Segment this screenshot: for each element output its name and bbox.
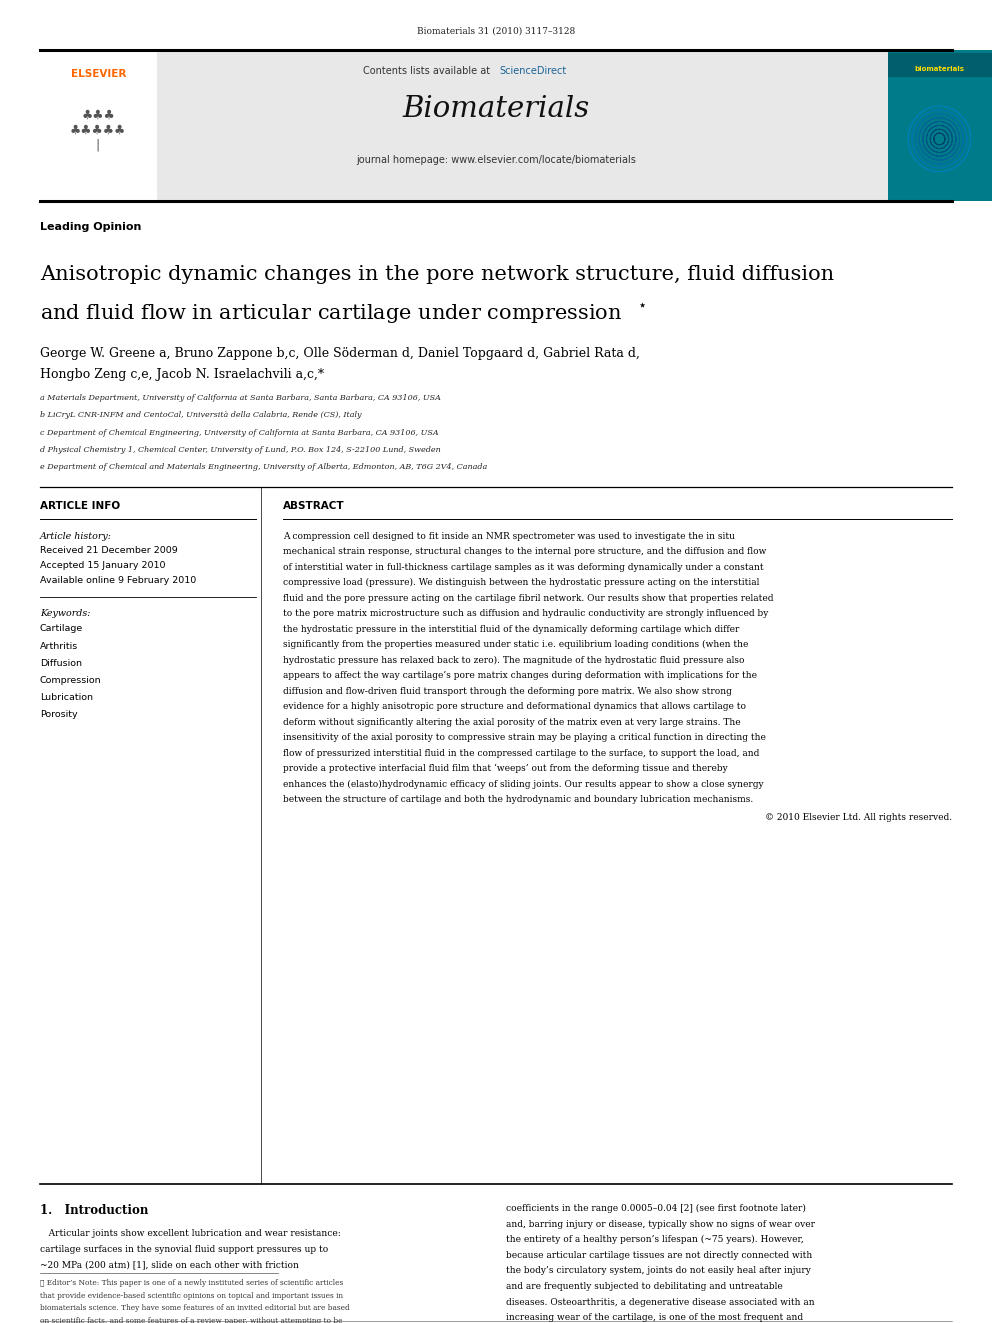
Text: appears to affect the way cartilage’s pore matrix changes during deformation wit: appears to affect the way cartilage’s po…: [283, 671, 757, 680]
Text: George W. Greene a, Bruno Zappone b,c, Olle Söderman d, Daniel Topgaard d, Gabri: George W. Greene a, Bruno Zappone b,c, O…: [40, 347, 640, 360]
Text: Contents lists available at: Contents lists available at: [363, 66, 493, 77]
Text: ELSEVIER: ELSEVIER: [70, 69, 126, 79]
Text: coefficients in the range 0.0005–0.04 [2] (see first footnote later): coefficients in the range 0.0005–0.04 [2…: [506, 1204, 806, 1213]
Text: ~20 MPa (200 atm) [1], slide on each other with friction: ~20 MPa (200 atm) [1], slide on each oth…: [40, 1261, 299, 1269]
FancyBboxPatch shape: [40, 50, 157, 201]
FancyBboxPatch shape: [888, 50, 992, 201]
Text: the body’s circulatory system, joints do not easily heal after injury: the body’s circulatory system, joints do…: [506, 1266, 810, 1275]
Text: between the structure of cartilage and both the hydrodynamic and boundary lubric: between the structure of cartilage and b…: [283, 795, 753, 804]
Text: ABSTRACT: ABSTRACT: [283, 501, 344, 512]
Text: of interstitial water in full-thickness cartilage samples as it was deforming dy: of interstitial water in full-thickness …: [283, 562, 764, 572]
Text: enhances the (elasto)hydrodynamic efficacy of sliding joints. Our results appear: enhances the (elasto)hydrodynamic effica…: [283, 779, 764, 789]
Text: journal homepage: www.elsevier.com/locate/biomaterials: journal homepage: www.elsevier.com/locat…: [356, 155, 636, 165]
Text: Leading Opinion: Leading Opinion: [40, 222, 141, 233]
Text: 1.   Introduction: 1. Introduction: [40, 1204, 148, 1217]
Text: ★ Editor’s Note: This paper is one of a newly instituted series of scientific ar: ★ Editor’s Note: This paper is one of a …: [40, 1279, 343, 1287]
Text: ScienceDirect: ScienceDirect: [499, 66, 566, 77]
Text: Hongbo Zeng c,e, Jacob N. Israelachvili a,c,*: Hongbo Zeng c,e, Jacob N. Israelachvili …: [40, 368, 323, 381]
Text: that provide evidence-based scientific opinions on topical and important issues : that provide evidence-based scientific o…: [40, 1291, 342, 1301]
Text: ARTICLE INFO: ARTICLE INFO: [40, 501, 120, 512]
Text: compressive load (pressure). We distinguish between the hydrostatic pressure act: compressive load (pressure). We distingu…: [283, 578, 759, 587]
Text: © 2010 Elsevier Ltd. All rights reserved.: © 2010 Elsevier Ltd. All rights reserved…: [765, 814, 952, 822]
Text: Keywords:: Keywords:: [40, 609, 90, 618]
Text: and fluid flow in articular cartilage under compression  $^\star$: and fluid flow in articular cartilage un…: [40, 302, 646, 325]
Text: Cartilage: Cartilage: [40, 624, 83, 634]
Text: Diffusion: Diffusion: [40, 659, 81, 668]
Text: ♣♣♣
♣♣♣♣♣
  |: ♣♣♣ ♣♣♣♣♣ |: [70, 108, 126, 152]
FancyBboxPatch shape: [40, 50, 891, 201]
Text: deform without significantly altering the axial porosity of the matrix even at v: deform without significantly altering th…: [283, 717, 740, 726]
Text: diffusion and flow-driven fluid transport through the deforming pore matrix. We : diffusion and flow-driven fluid transpor…: [283, 687, 731, 696]
Text: Arthritis: Arthritis: [40, 642, 78, 651]
Text: Lubrication: Lubrication: [40, 693, 92, 703]
Text: e Department of Chemical and Materials Engineering, University of Alberta, Edmon: e Department of Chemical and Materials E…: [40, 463, 487, 471]
Text: on scientific facts, and some features of a review paper, without attempting to : on scientific facts, and some features o…: [40, 1316, 342, 1323]
Text: the hydrostatic pressure in the interstitial fluid of the dynamically deforming : the hydrostatic pressure in the intersti…: [283, 624, 739, 634]
Text: the entirety of a healthy person’s lifespan (~75 years). However,: the entirety of a healthy person’s lifes…: [506, 1236, 804, 1244]
Text: b LiCryL CNR-INFM and CentoCal, Università della Calabria, Rende (CS), Italy: b LiCryL CNR-INFM and CentoCal, Universi…: [40, 411, 361, 419]
Text: increasing wear of the cartilage, is one of the most frequent and: increasing wear of the cartilage, is one…: [506, 1314, 804, 1322]
FancyBboxPatch shape: [888, 53, 992, 77]
Text: A compression cell designed to fit inside an NMR spectrometer was used to invest: A compression cell designed to fit insid…: [283, 532, 735, 541]
Text: Accepted 15 January 2010: Accepted 15 January 2010: [40, 561, 166, 570]
Text: Biomaterials 31 (2010) 3117–3128: Biomaterials 31 (2010) 3117–3128: [417, 26, 575, 36]
Text: a Materials Department, University of California at Santa Barbara, Santa Barbara: a Materials Department, University of Ca…: [40, 394, 440, 402]
Text: biomaterials: biomaterials: [915, 66, 964, 73]
Text: Article history:: Article history:: [40, 532, 112, 541]
Text: Received 21 December 2009: Received 21 December 2009: [40, 546, 178, 556]
Text: provide a protective interfacial fluid film that ‘weeps’ out from the deforming : provide a protective interfacial fluid f…: [283, 765, 727, 774]
Text: c Department of Chemical Engineering, University of California at Santa Barbara,: c Department of Chemical Engineering, Un…: [40, 429, 438, 437]
Text: Biomaterials: Biomaterials: [403, 95, 589, 123]
Text: Porosity: Porosity: [40, 710, 77, 720]
Text: mechanical strain response, structural changes to the internal pore structure, a: mechanical strain response, structural c…: [283, 548, 766, 557]
Text: and are frequently subjected to debilitating and untreatable: and are frequently subjected to debilita…: [506, 1282, 783, 1291]
Text: Available online 9 February 2010: Available online 9 February 2010: [40, 576, 196, 585]
Text: Articular joints show excellent lubrication and wear resistance:: Articular joints show excellent lubricat…: [40, 1229, 340, 1238]
Text: flow of pressurized interstitial fluid in the compressed cartilage to the surfac: flow of pressurized interstitial fluid i…: [283, 749, 759, 758]
Text: fluid and the pore pressure acting on the cartilage fibril network. Our results : fluid and the pore pressure acting on th…: [283, 594, 773, 603]
Text: Compression: Compression: [40, 676, 101, 685]
Text: cartilage surfaces in the synovial fluid support pressures up to: cartilage surfaces in the synovial fluid…: [40, 1245, 328, 1254]
Text: diseases. Osteoarthritis, a degenerative disease associated with an: diseases. Osteoarthritis, a degenerative…: [506, 1298, 814, 1307]
Text: biomaterials science. They have some features of an invited editorial but are ba: biomaterials science. They have some fea…: [40, 1304, 349, 1312]
Text: d Physical Chemistry 1, Chemical Center, University of Lund, P.O. Box 124, S-221: d Physical Chemistry 1, Chemical Center,…: [40, 446, 440, 454]
Text: and, barring injury or disease, typically show no signs of wear over: and, barring injury or disease, typicall…: [506, 1220, 814, 1229]
Text: significantly from the properties measured under static i.e. equilibrium loading: significantly from the properties measur…: [283, 640, 748, 650]
Text: insensitivity of the axial porosity to compressive strain may be playing a criti: insensitivity of the axial porosity to c…: [283, 733, 766, 742]
Text: hydrostatic pressure has relaxed back to zero). The magnitude of the hydrostatic: hydrostatic pressure has relaxed back to…: [283, 656, 744, 664]
Text: evidence for a highly anisotropic pore structure and deformational dynamics that: evidence for a highly anisotropic pore s…: [283, 703, 746, 712]
Text: because articular cartilage tissues are not directly connected with: because articular cartilage tissues are …: [506, 1250, 812, 1259]
Text: to the pore matrix microstructure such as diffusion and hydraulic conductivity a: to the pore matrix microstructure such a…: [283, 609, 768, 618]
Text: Anisotropic dynamic changes in the pore network structure, fluid diffusion: Anisotropic dynamic changes in the pore …: [40, 265, 834, 283]
